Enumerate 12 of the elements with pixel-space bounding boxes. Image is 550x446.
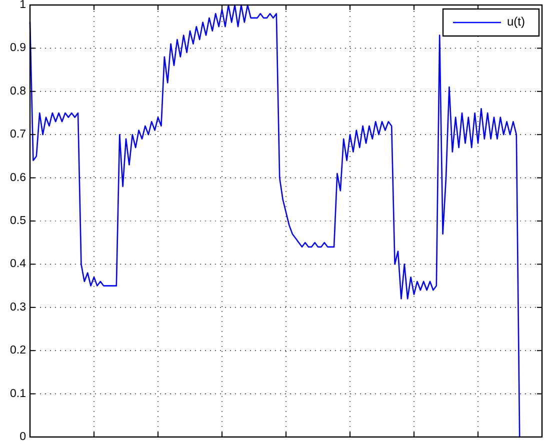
y-tick-label: 0.3 xyxy=(10,301,26,314)
y-tick-label: 0.7 xyxy=(10,128,26,141)
y-tick-label: 0.4 xyxy=(10,258,27,270)
y-tick-label: 0.5 xyxy=(10,215,26,228)
y-tick-label: 0.6 xyxy=(10,172,26,184)
y-tick-label: 0.8 xyxy=(10,85,26,98)
y-tick-label: 0.1 xyxy=(10,388,26,400)
legend-label: u(t) xyxy=(507,14,526,29)
y-tick-label: 1 xyxy=(20,0,26,12)
y-tick-label: 0 xyxy=(20,431,26,444)
y-tick-label: 0.2 xyxy=(10,344,26,357)
y-tick-label: 0.9 xyxy=(10,42,26,54)
